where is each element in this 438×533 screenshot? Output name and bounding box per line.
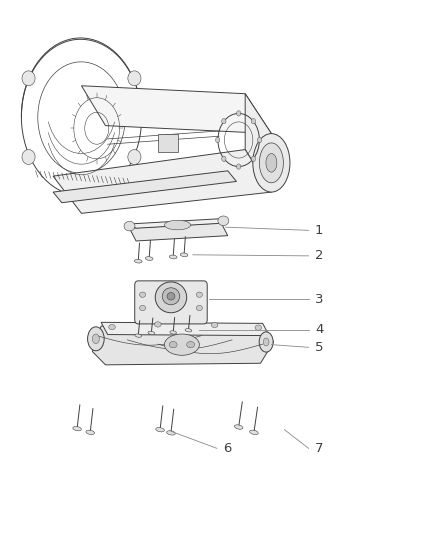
Ellipse shape: [155, 282, 187, 313]
Ellipse shape: [167, 431, 175, 435]
Ellipse shape: [88, 327, 104, 351]
Text: 7: 7: [315, 442, 324, 455]
Ellipse shape: [250, 430, 258, 434]
Ellipse shape: [258, 138, 262, 143]
Ellipse shape: [251, 156, 256, 161]
Ellipse shape: [255, 325, 261, 330]
Ellipse shape: [156, 427, 164, 432]
Ellipse shape: [92, 334, 99, 344]
Ellipse shape: [251, 118, 256, 124]
Ellipse shape: [73, 426, 81, 431]
Ellipse shape: [218, 216, 229, 225]
Ellipse shape: [140, 292, 146, 297]
Ellipse shape: [155, 322, 161, 327]
Text: 5: 5: [315, 341, 324, 354]
Ellipse shape: [124, 221, 135, 231]
Ellipse shape: [169, 342, 177, 348]
Ellipse shape: [22, 71, 35, 86]
Ellipse shape: [253, 134, 290, 192]
Ellipse shape: [222, 156, 226, 161]
Ellipse shape: [215, 138, 220, 143]
Ellipse shape: [196, 292, 202, 297]
Ellipse shape: [234, 425, 243, 429]
Ellipse shape: [109, 325, 115, 330]
Polygon shape: [92, 326, 274, 365]
Ellipse shape: [259, 332, 273, 352]
Ellipse shape: [128, 71, 141, 86]
Ellipse shape: [237, 164, 241, 169]
Ellipse shape: [167, 293, 175, 300]
Ellipse shape: [237, 111, 241, 116]
Ellipse shape: [222, 118, 226, 124]
Ellipse shape: [259, 143, 283, 183]
Polygon shape: [130, 223, 228, 241]
Ellipse shape: [263, 338, 269, 346]
Ellipse shape: [22, 150, 35, 165]
Text: 4: 4: [315, 323, 323, 336]
Ellipse shape: [180, 253, 188, 257]
Ellipse shape: [170, 331, 177, 334]
Ellipse shape: [185, 329, 192, 332]
Ellipse shape: [140, 305, 146, 311]
Polygon shape: [245, 94, 272, 192]
Ellipse shape: [135, 334, 141, 337]
Ellipse shape: [86, 430, 95, 434]
Polygon shape: [101, 322, 269, 336]
Ellipse shape: [196, 305, 202, 311]
Ellipse shape: [164, 334, 199, 356]
FancyBboxPatch shape: [135, 281, 207, 324]
Ellipse shape: [148, 332, 155, 335]
Ellipse shape: [164, 220, 191, 230]
Ellipse shape: [162, 288, 180, 305]
Ellipse shape: [128, 150, 141, 165]
Text: 6: 6: [223, 442, 232, 455]
Text: 3: 3: [315, 293, 324, 306]
Ellipse shape: [266, 154, 277, 172]
Text: 1: 1: [315, 224, 324, 237]
Polygon shape: [53, 150, 272, 213]
Ellipse shape: [145, 257, 153, 261]
FancyBboxPatch shape: [158, 134, 177, 152]
Ellipse shape: [212, 322, 218, 328]
Ellipse shape: [187, 342, 194, 348]
Polygon shape: [81, 86, 272, 134]
Text: 2: 2: [315, 249, 324, 262]
Polygon shape: [130, 219, 228, 228]
Ellipse shape: [170, 255, 177, 259]
Polygon shape: [53, 171, 237, 203]
Ellipse shape: [134, 260, 142, 263]
